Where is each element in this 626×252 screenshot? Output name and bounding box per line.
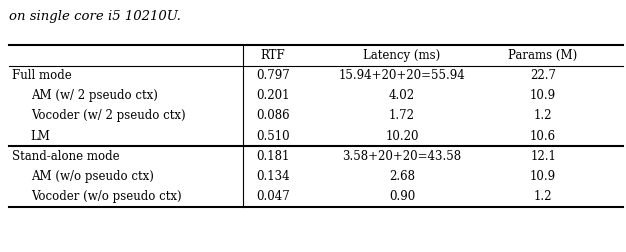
- Text: Vocoder (w/ 2 pseudo ctx): Vocoder (w/ 2 pseudo ctx): [31, 109, 185, 122]
- Text: 0.181: 0.181: [257, 150, 290, 163]
- Text: 10.9: 10.9: [530, 170, 556, 183]
- Text: 0.90: 0.90: [389, 190, 415, 203]
- Text: 3.58+20+20=43.58: 3.58+20+20=43.58: [342, 150, 461, 163]
- Text: 0.134: 0.134: [257, 170, 290, 183]
- Text: 12.1: 12.1: [530, 150, 556, 163]
- Text: 1.72: 1.72: [389, 109, 415, 122]
- Text: on single core i5 10210U.: on single core i5 10210U.: [9, 10, 182, 23]
- Text: 4.02: 4.02: [389, 89, 415, 102]
- Text: 0.797: 0.797: [256, 69, 290, 82]
- Text: Stand-alone mode: Stand-alone mode: [12, 150, 120, 163]
- Text: Vocoder (w/o pseudo ctx): Vocoder (w/o pseudo ctx): [31, 190, 182, 203]
- Text: AM (w/o pseudo ctx): AM (w/o pseudo ctx): [31, 170, 153, 183]
- Text: 1.2: 1.2: [534, 109, 552, 122]
- Text: Full mode: Full mode: [12, 69, 71, 82]
- Text: 0.047: 0.047: [256, 190, 290, 203]
- Text: 22.7: 22.7: [530, 69, 556, 82]
- Text: 10.9: 10.9: [530, 89, 556, 102]
- Text: 10.6: 10.6: [530, 130, 556, 143]
- Text: Params (M): Params (M): [508, 49, 578, 62]
- Text: 2.68: 2.68: [389, 170, 415, 183]
- Text: 10.20: 10.20: [385, 130, 419, 143]
- Text: 15.94+20+20=55.94: 15.94+20+20=55.94: [339, 69, 465, 82]
- Text: RTF: RTF: [261, 49, 285, 62]
- Text: Latency (ms): Latency (ms): [363, 49, 441, 62]
- Text: 0.510: 0.510: [257, 130, 290, 143]
- Text: 0.086: 0.086: [257, 109, 290, 122]
- Text: LM: LM: [31, 130, 51, 143]
- Text: AM (w/ 2 pseudo ctx): AM (w/ 2 pseudo ctx): [31, 89, 158, 102]
- Text: 1.2: 1.2: [534, 190, 552, 203]
- Text: 0.201: 0.201: [257, 89, 290, 102]
